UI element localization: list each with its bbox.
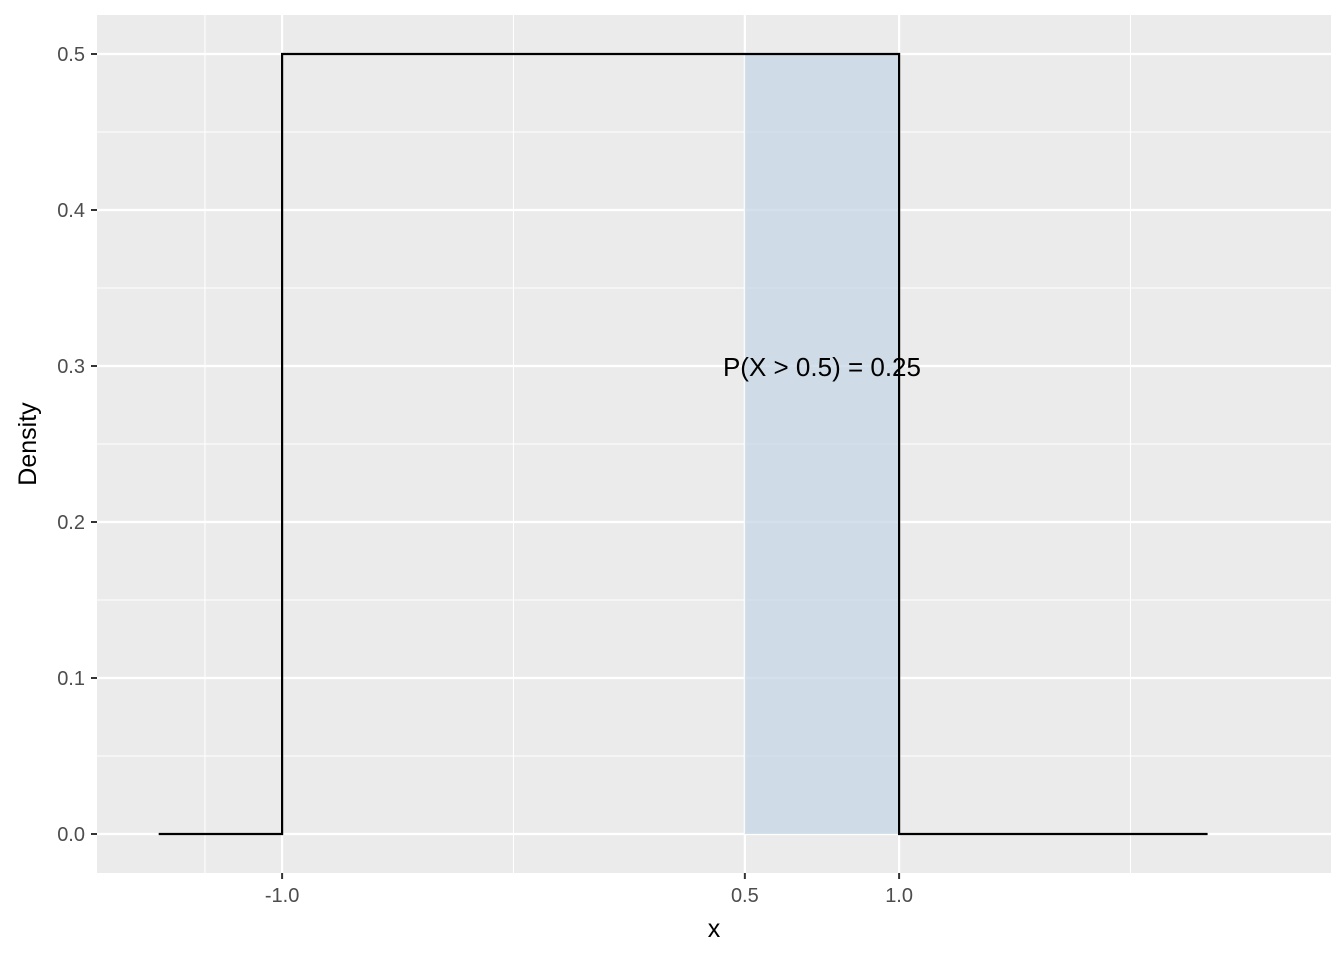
y-tick-label-3: 0.3 [57,356,85,378]
x-tick-label-1: 0.5 [731,885,759,907]
density-line-layer [158,52,1208,836]
y-axis-title: Density [14,402,42,486]
y-tick-label-4: 0.4 [57,200,85,222]
minor-gridlines [97,15,1331,873]
x-tick-label-2: 1.0 [885,885,913,907]
shaded-region-layer [744,54,900,834]
y-tick-label-1: 0.1 [57,668,85,690]
shaded-probability-region [744,54,900,834]
probability-annotation: P(X > 0.5) = 0.25 [723,352,921,382]
x-tick-label-0: -1.0 [265,885,299,907]
annotation-layer: P(X > 0.5) = 0.25 [723,352,921,382]
y-tick-label-5: 0.5 [57,44,85,66]
y-axis-ticks: 0.0 0.1 0.2 0.3 0.4 0.5 [57,44,97,846]
density-line [158,52,1208,836]
x-axis-title: x [708,915,721,943]
y-tick-label-0: 0.0 [57,824,85,846]
x-axis-ticks: -1.0 0.5 1.0 [265,873,913,907]
y-tick-label-2: 0.2 [57,512,85,534]
